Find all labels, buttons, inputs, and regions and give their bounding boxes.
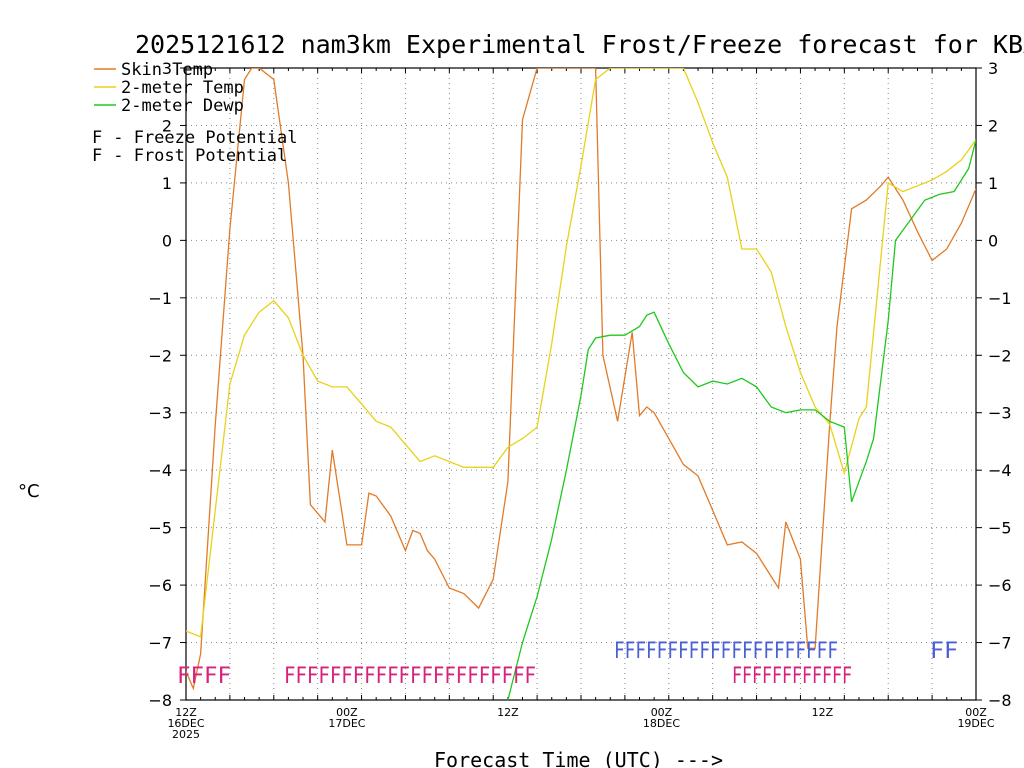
y-tick-label: −6 [148, 576, 172, 595]
series-2-meter-temp [186, 68, 976, 638]
series-skin-temp [186, 68, 976, 691]
y-tick-label-right: −3 [988, 404, 1012, 423]
x-tick-label: 12Z [175, 706, 197, 719]
y-tick-label-right: 0 [988, 231, 998, 250]
y-tick-label-right: 3 [988, 59, 998, 78]
x-tick-label: 18DEC [643, 717, 680, 730]
y-tick-label: −7 [148, 634, 172, 653]
freeze-marks-3: FFFFFFFFFFFF [732, 664, 852, 689]
y-tick-label-right: −7 [988, 634, 1012, 653]
x-tick-label: 2025 [172, 728, 200, 741]
y-tick-label: 2 [162, 116, 172, 135]
x-tick-label: 19DEC [957, 717, 994, 730]
grid-lines [186, 68, 976, 700]
x-tick-label: 16DEC [167, 717, 204, 730]
y-tick-label-right: −5 [988, 519, 1012, 538]
y-axis-left: 3 2 1 0 −1 −2 −3 −4 −5 −6 −7 −8 [148, 59, 186, 710]
y-tick-label: 3 [162, 59, 172, 78]
legend-frost-text: - Frost Potential [103, 146, 287, 166]
y-tick-label-right: −8 [988, 691, 1012, 710]
legend-label-dewp: 2-meter Dewp [121, 96, 244, 116]
x-tick-label: 12Z [497, 706, 519, 719]
legend-label-temp: 2-meter Temp [121, 78, 244, 98]
y-tick-label-right: 1 [988, 174, 998, 193]
y-tick-label-right: 2 [988, 116, 998, 135]
legend-freeze-letter: F [92, 128, 102, 148]
x-tick-label: 17DEC [328, 717, 365, 730]
x-tick-label: 12Z [812, 706, 834, 719]
y-tick-label: −1 [148, 289, 172, 308]
y-tick-label: −2 [148, 346, 172, 365]
legend-label-skin: Skin Temp [121, 60, 213, 80]
y-tick-label: −5 [148, 519, 172, 538]
freeze-marks-2: FFFFFFFFFFFFFFFFFFFFFF [284, 664, 536, 689]
series-lines [186, 68, 976, 700]
y-tick-label: 0 [162, 231, 172, 250]
y-tick-label-right: −1 [988, 289, 1012, 308]
series-2-meter-dewp [507, 139, 976, 700]
y-tick-label: −3 [148, 404, 172, 423]
x-tick-label: 00Z [651, 706, 673, 719]
frost-marks-2: FF [930, 639, 958, 664]
legend: Skin Temp 2-meter Temp 2-meter Dewp F - … [92, 60, 297, 166]
y-axis-right: 3 2 1 0 −1 −2 −3 −4 −5 −6 −7 −8 [976, 59, 1012, 710]
x-tick-label: 00Z [336, 706, 358, 719]
y-tick-label: −8 [148, 691, 172, 710]
y-axis-label: °C [18, 481, 40, 502]
y-tick-label: −4 [148, 461, 172, 480]
x-tick-label: 00Z [965, 706, 987, 719]
chart-title: 2025121612 nam3km Experimental Frost/Fre… [135, 30, 1024, 59]
freeze-marks-1: FFFF [177, 664, 231, 689]
y-tick-label: 1 [162, 174, 172, 193]
legend-freeze-text: - Freeze Potential [103, 128, 297, 148]
frost-marks-1: FFFFFFFFFFFFFFFFFFFFF [614, 639, 838, 664]
y-tick-label-right: −2 [988, 346, 1012, 365]
y-tick-label-right: −4 [988, 461, 1012, 480]
legend-frost-letter: F [92, 146, 102, 166]
y-tick-label-right: −6 [988, 576, 1012, 595]
x-axis-label: Forecast Time (UTC) ---> [434, 748, 723, 768]
